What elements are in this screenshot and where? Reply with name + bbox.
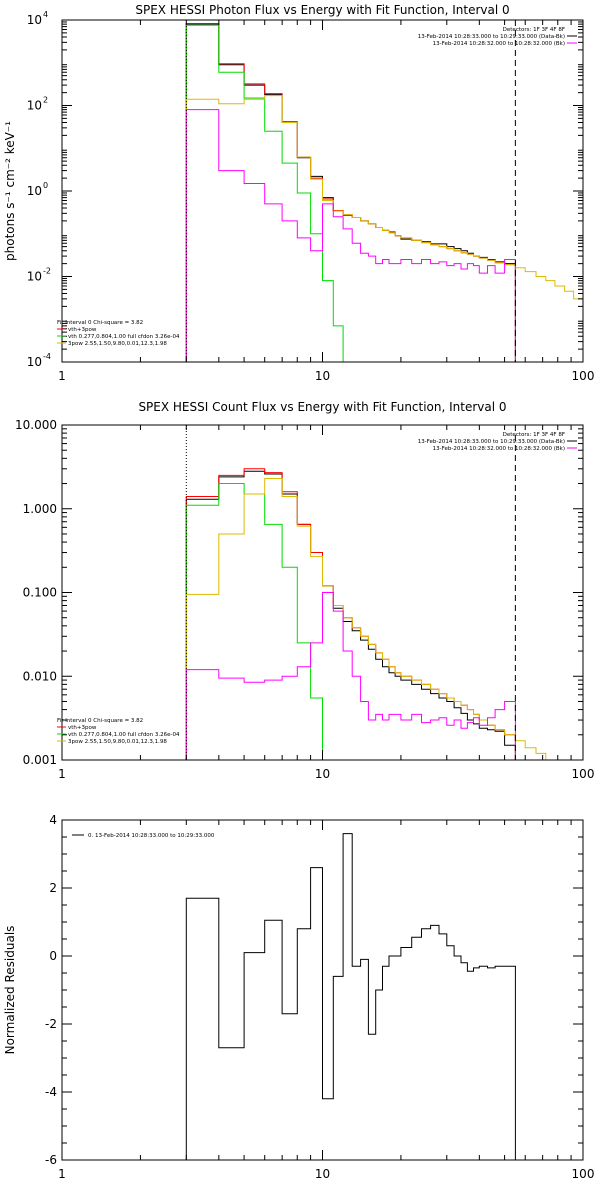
x-tick-label: 1: [58, 369, 66, 383]
y-tick-exponent: -4: [43, 352, 51, 361]
legend-label: 0. 13-Feb-2014 10:28:33.000 to 10:29:33.…: [88, 833, 215, 839]
y-tick-exponent: 4: [43, 10, 48, 19]
x-tick-label: 10: [315, 767, 330, 781]
series-3pow: [185, 95, 583, 362]
chart-panel-2: 1 10 100 -6 -4 -2 0 2 4 Normalized Residuals 0. 13…: [3, 813, 594, 1181]
y-tick-label: 4: [49, 813, 57, 827]
series-group: [185, 23, 583, 362]
x-tick-label: 1: [58, 1167, 66, 1181]
fit-text-line: vth 0.277,0.804,1.00 full cfdon 3.26e-04: [68, 334, 180, 340]
series-vth: [185, 24, 353, 362]
series-vth-3pow: [185, 23, 516, 362]
fit-text-line: 3pow 2.55,1.50,9.80,0.01,12.3,1.98: [68, 739, 167, 745]
series-vth-3pow: [185, 468, 516, 760]
y-axis-label: Normalized Residuals: [3, 926, 17, 1055]
chart-title: SPEX HESSI Count Flux vs Energy with Fit…: [138, 400, 506, 414]
fit-text-line: vth+3pow: [68, 725, 97, 731]
y-tick-label: 0.100: [23, 586, 57, 600]
header-line: 13-Feb-2014 10:28:33.000 to 10:29:33.000…: [418, 34, 565, 40]
header-line: 13-Feb-2014 10:28:32.000 to 10:28:32.000…: [433, 41, 565, 47]
y-tick-label: 2: [49, 881, 57, 895]
header-line: Detectors: 1F 3F 4F 8F: [503, 27, 565, 33]
y-tick-exponent: 0: [43, 181, 48, 190]
y-axis-label: photons s⁻¹ cm⁻² keV⁻¹: [3, 121, 17, 261]
chart-panel-1: SPEX HESSI Count Flux vs Energy with Fit…: [15, 400, 594, 781]
series-vth: [185, 483, 323, 760]
y-tick-label: 10: [27, 13, 42, 27]
fit-text-line: 3pow 2.55,1.50,9.80,0.01,12.3,1.98: [68, 341, 167, 347]
chart-title: SPEX HESSI Photon Flux vs Energy with Fi…: [135, 3, 509, 17]
y-tick-label: 0.001: [23, 753, 57, 767]
y-tick-label: 10: [27, 184, 42, 198]
y-tick-label: 10: [27, 355, 42, 369]
x-tick-label: 100: [572, 1167, 595, 1181]
y-tick-exponent: -2: [43, 267, 51, 276]
series-bk: [185, 592, 516, 760]
y-tick-label: 0: [49, 949, 57, 963]
series-data-bk: [185, 23, 516, 362]
fit-text-line: Fit Interval 0 Chi-square = 3.82: [57, 320, 143, 326]
header-line: 13-Feb-2014 10:28:33.000 to 10:29:33.000…: [418, 439, 565, 445]
fit-text-line: vth 0.277,0.804,1.00 full cfdon 3.26e-04: [68, 732, 180, 738]
header-line: 13-Feb-2014 10:28:32.000 to 10:28:32.000…: [433, 446, 565, 452]
y-tick-label: -2: [45, 1017, 57, 1031]
series-bk: [185, 109, 516, 362]
fit-text-line: Fit Interval 0 Chi-square = 3.82: [57, 718, 143, 724]
x-tick-label: 10: [315, 1167, 330, 1181]
y-tick-label: -6: [45, 1153, 57, 1167]
y-tick-label: 1.000: [23, 502, 57, 516]
x-tick-label: 1: [58, 767, 66, 781]
x-tick-label: 100: [572, 369, 595, 383]
fit-text-line: vth+3pow: [68, 327, 97, 333]
y-tick-label: 0.010: [23, 669, 57, 683]
series-group: [185, 833, 516, 1160]
series-0-13-feb-2014-10-28-33-000-to-10-29-33-000: [185, 833, 516, 1160]
y-tick-label: 10: [27, 99, 42, 113]
x-tick-label: 10: [315, 369, 330, 383]
y-tick-label: -4: [45, 1085, 57, 1099]
series-group: [185, 468, 575, 760]
series-3pow: [185, 478, 575, 760]
y-tick-exponent: 2: [43, 96, 48, 105]
y-tick-label: 10: [27, 270, 42, 284]
y-tick-label: 10.000: [15, 418, 57, 432]
chart-panel-0: SPEX HESSI Photon Flux vs Energy with Fi…: [3, 3, 594, 383]
x-tick-label: 100: [572, 767, 595, 781]
header-line: Detectors: 1F 3F 4F 8F: [503, 432, 565, 438]
